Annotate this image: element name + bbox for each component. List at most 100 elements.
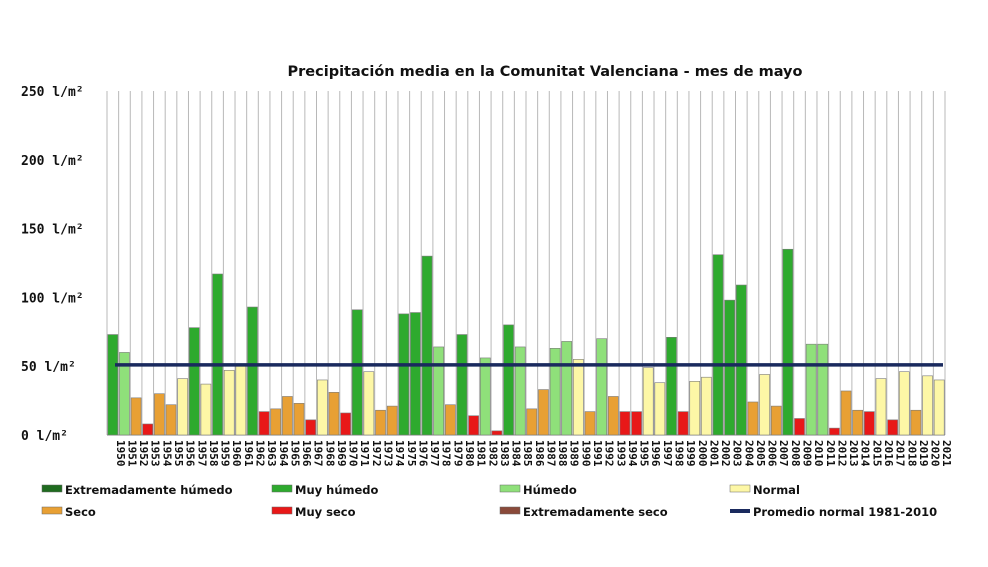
bar-2018	[898, 371, 910, 436]
x-tick-label: 1976	[416, 440, 429, 467]
bar-2007	[770, 405, 782, 436]
y-tick-label: 100 l/m²	[21, 291, 84, 306]
legend: Extremadamente húmedo Muy húmedo Húmedo Nor…	[41, 483, 937, 519]
x-tick-label: 1984	[510, 440, 523, 467]
legend-label: Muy húmedo	[295, 483, 379, 497]
bar-1998	[666, 336, 677, 436]
x-tick-label: 1965	[288, 440, 301, 467]
bar-1958	[200, 383, 212, 436]
x-tick-label: 2002	[719, 440, 732, 467]
bar-1993	[607, 396, 619, 436]
bar-2019	[910, 409, 922, 436]
x-tick-label: 1971	[358, 440, 371, 467]
x-axis: 1950195119521953195419551956195719581959…	[114, 440, 953, 467]
x-tick-label: 1952	[137, 440, 150, 467]
bar-1972	[363, 371, 375, 436]
bar-1968	[317, 379, 328, 436]
legend-label: Seco	[65, 505, 96, 519]
bar-2017	[887, 419, 898, 436]
x-tick-label: 1989	[568, 440, 581, 467]
x-tick-label: 1973	[382, 440, 395, 467]
y-axis: 250 l/m² 200 l/m² 150 l/m² 100 l/m² 50 l/m² 0…	[21, 85, 84, 444]
bar-1964	[270, 408, 282, 436]
legend-swatch	[499, 506, 521, 515]
bar-1951	[119, 352, 130, 436]
x-tick-label: 2007	[777, 440, 790, 467]
bar-2011	[817, 343, 829, 436]
x-tick-label: 2015	[870, 440, 883, 467]
x-tick-label: 1995	[638, 440, 651, 467]
bar-1960	[223, 370, 235, 436]
legend-label: Extremadamente húmedo	[65, 483, 233, 497]
x-tick-label: 1979	[451, 440, 464, 467]
bar-1970	[340, 412, 351, 436]
x-tick-label: 1966	[300, 440, 313, 467]
x-tick-label: 1958	[207, 440, 220, 467]
x-tick-label: 2009	[801, 440, 814, 467]
x-tick-label: 1960	[230, 440, 243, 467]
bar-1962	[247, 306, 258, 436]
bar-2020	[922, 375, 933, 436]
bar-1980	[456, 334, 468, 436]
x-tick-label: 1990	[579, 440, 592, 467]
x-tick-label: 1951	[125, 440, 138, 467]
x-tick-label: 2001	[707, 440, 720, 467]
bar-1990	[573, 359, 584, 436]
bar-1955	[165, 404, 177, 436]
x-tick-label: 2017	[894, 440, 907, 467]
x-tick-label: 1993	[614, 440, 627, 467]
bar-1981	[468, 415, 479, 436]
bar-1963	[258, 411, 270, 436]
x-tick-label: 1956	[184, 440, 197, 467]
x-tick-label: 1954	[160, 440, 173, 467]
bar-1987	[538, 389, 549, 436]
x-tick-label: 1985	[521, 440, 534, 467]
bar-1994	[619, 411, 631, 436]
legend-swatch	[271, 484, 293, 493]
bar-2008	[782, 248, 794, 436]
x-tick-label: 2008	[789, 440, 802, 467]
x-tick-label: 1982	[486, 440, 499, 467]
x-tick-label: 1987	[544, 440, 557, 467]
x-tick-label: 1994	[626, 440, 639, 467]
legend-swatch	[499, 484, 521, 493]
legend-label: Húmedo	[523, 483, 577, 497]
x-tick-label: 2005	[754, 440, 767, 467]
x-tick-label: 1991	[591, 440, 604, 467]
bar-1978	[433, 346, 445, 436]
legend-line-swatch	[730, 509, 750, 513]
bar-1976	[410, 312, 421, 436]
x-tick-label: 2006	[766, 440, 779, 467]
y-tick-label: 50 l/m²	[21, 360, 76, 375]
bar-2015	[864, 411, 875, 436]
x-tick-label: 1963	[265, 440, 278, 467]
bar-2004	[736, 284, 747, 436]
x-tick-label: 1988	[556, 440, 569, 467]
x-tick-label: 1950	[114, 440, 127, 467]
x-tick-label: 1975	[405, 440, 418, 467]
bar-1985	[514, 346, 526, 436]
x-tick-label: 1959	[219, 440, 232, 467]
bar-2016	[875, 378, 887, 436]
x-tick-label: 1986	[533, 440, 546, 467]
x-tick-label: 2013	[847, 440, 860, 467]
bar-1973	[375, 409, 386, 436]
x-tick-label: 1997	[661, 440, 674, 467]
x-tick-label: 1957	[195, 440, 208, 467]
x-tick-label: 2003	[731, 440, 744, 467]
bar-1974	[386, 405, 398, 436]
bar-1989	[561, 341, 573, 436]
x-tick-label: 2010	[812, 440, 825, 467]
bar-2013	[840, 390, 852, 436]
y-tick-label: 200 l/m²	[21, 154, 84, 169]
bar-1997	[654, 382, 666, 436]
bar-1983	[491, 430, 503, 436]
x-tick-label: 1968	[323, 440, 336, 467]
bar-1953	[142, 423, 154, 436]
x-tick-label: 2021	[940, 440, 953, 467]
grid-lines	[106, 91, 946, 436]
x-tick-label: 2016	[882, 440, 895, 467]
x-tick-label: 2012	[835, 440, 848, 467]
bar-1999	[677, 411, 689, 436]
